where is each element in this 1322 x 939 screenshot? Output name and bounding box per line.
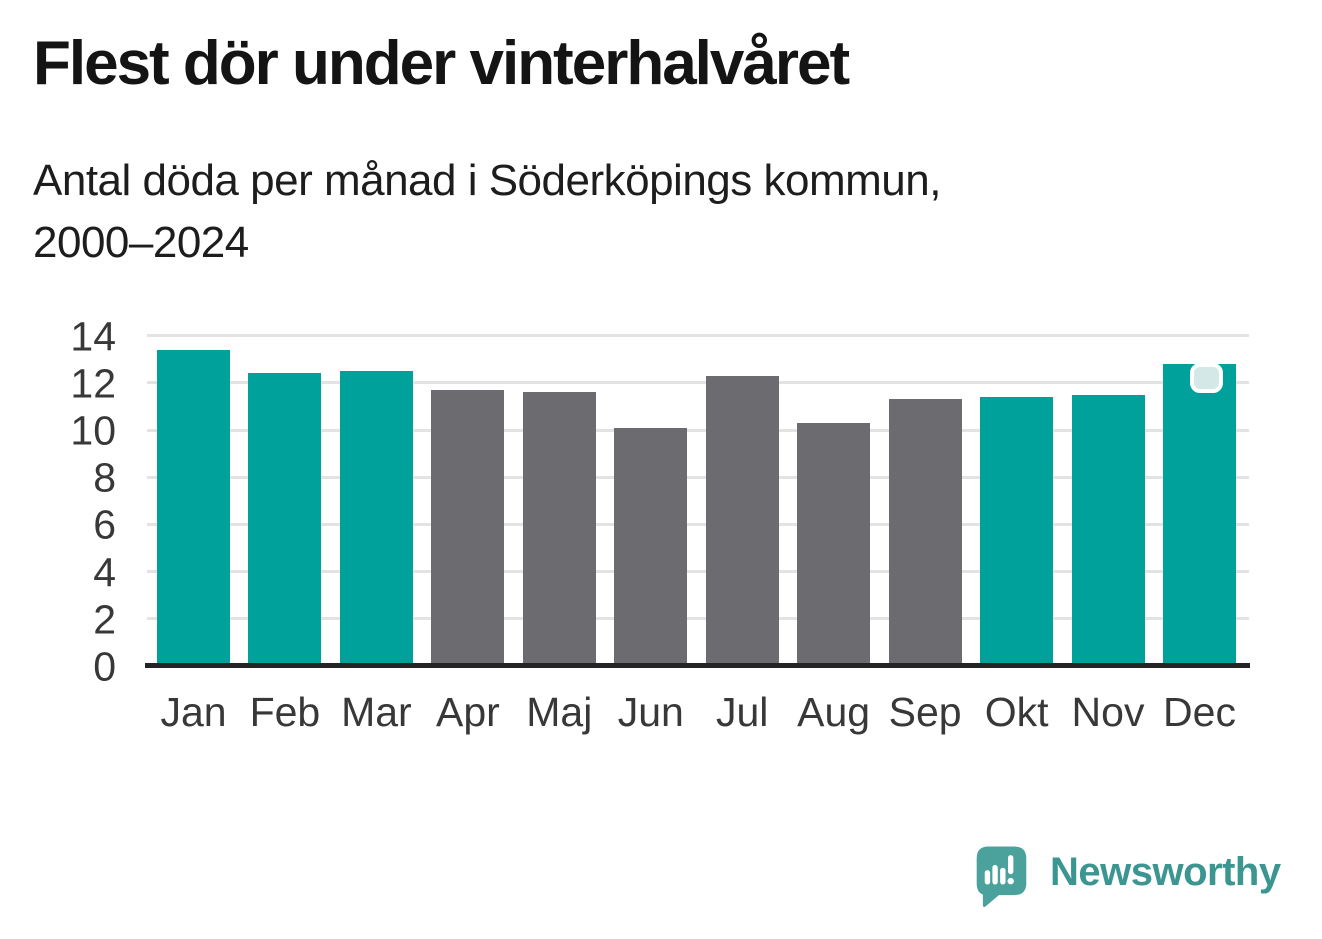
x-axis-line	[145, 663, 1250, 668]
bar-nov[interactable]	[1071, 394, 1145, 666]
bar-feb[interactable]	[248, 373, 322, 666]
newsworthy-wordmark: Newsworthy	[1050, 850, 1281, 894]
x-label-okt: Okt	[984, 689, 1049, 735]
x-label-apr: Apr	[435, 689, 500, 735]
page-title: Flest dör under vinterhalvåret	[33, 29, 850, 98]
gridline-2	[147, 617, 1249, 621]
x-label-sep: Sep	[888, 689, 962, 735]
newsworthy-speech-bubble-icon	[976, 846, 1027, 908]
x-label-maj: Maj	[526, 689, 593, 735]
gridline-6	[147, 522, 1249, 526]
y-tick-label-10: 10	[70, 407, 116, 454]
x-label-jan: Jan	[160, 689, 227, 735]
gridline-12	[147, 381, 1249, 385]
x-label-aug: Aug	[797, 689, 871, 735]
chart-subtitle: Antal döda per månad i Söderköpings komm…	[33, 156, 941, 267]
bar-apr[interactable]	[431, 389, 505, 666]
gridline-14	[147, 334, 1249, 338]
highlight-badge	[1190, 362, 1223, 393]
y-tick-label-0: 0	[93, 643, 116, 690]
y-tick-label-4: 4	[93, 549, 116, 596]
bar-mar[interactable]	[339, 371, 413, 666]
y-tick-label-6: 6	[93, 501, 116, 548]
x-label-jul: Jul	[715, 689, 769, 735]
x-label-jun: Jun	[617, 689, 684, 735]
bar-maj[interactable]	[522, 392, 596, 666]
x-label-feb: Feb	[249, 689, 321, 735]
bar-jul[interactable]	[705, 375, 779, 666]
x-label-dec: Dec	[1163, 689, 1236, 735]
gridline-10	[147, 428, 1249, 432]
y-tick-label-12: 12	[70, 360, 116, 407]
y-tick-label-14: 14	[70, 313, 116, 360]
bar-dec[interactable]	[1163, 362, 1236, 666]
gridline-8	[147, 475, 1249, 479]
newsworthy-logo[interactable]: Newsworthy	[976, 844, 1306, 924]
bar-jun[interactable]	[614, 427, 688, 666]
gridline-4	[147, 570, 1249, 574]
bar-jan[interactable]	[157, 349, 230, 666]
bar-sep[interactable]	[888, 399, 962, 666]
x-label-mar: Mar	[341, 689, 412, 735]
bar-okt[interactable]	[980, 397, 1054, 666]
x-label-nov: Nov	[1071, 689, 1145, 735]
bar-aug[interactable]	[797, 422, 871, 666]
y-tick-label-2: 2	[93, 596, 116, 643]
y-tick-label-8: 8	[93, 454, 116, 501]
